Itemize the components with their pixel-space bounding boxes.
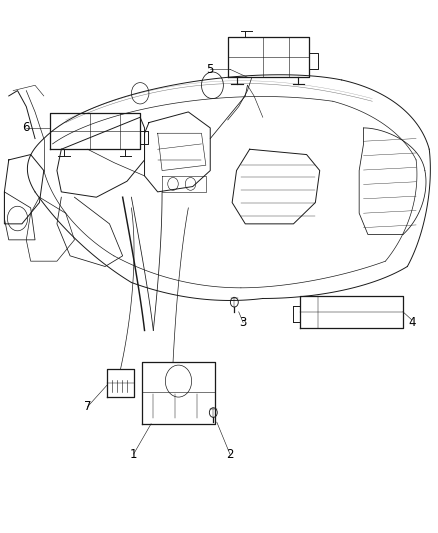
Text: 6: 6	[22, 122, 30, 134]
Text: 1: 1	[130, 448, 138, 461]
Text: 5: 5	[207, 63, 214, 76]
Text: 3: 3	[240, 316, 247, 329]
Text: 7: 7	[84, 400, 92, 413]
Text: 2: 2	[226, 448, 234, 461]
Text: 4: 4	[408, 316, 416, 329]
